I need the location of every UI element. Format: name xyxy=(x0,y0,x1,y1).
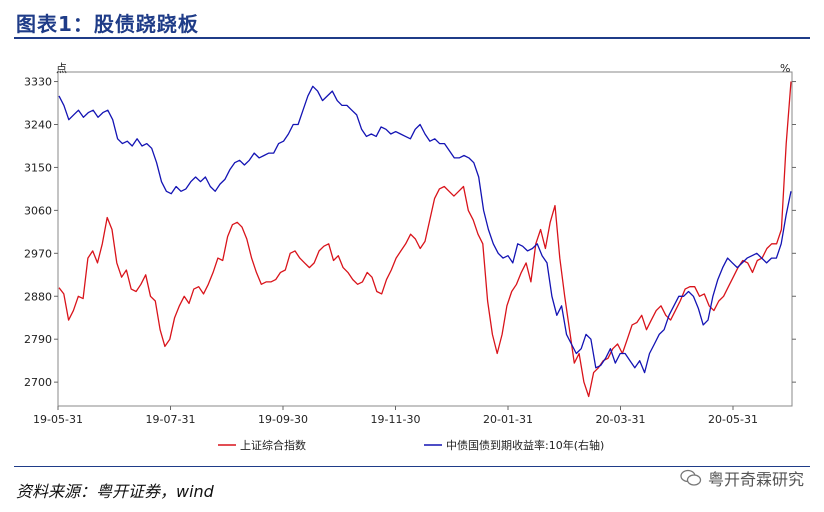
series-line-bond-yield xyxy=(58,85,792,374)
left-tick-label: 3150 xyxy=(24,161,52,174)
x-tick-label: 19-07-31 xyxy=(146,413,196,426)
x-tick-label: 19-09-30 xyxy=(258,413,308,426)
x-tick-label: 20-01-31 xyxy=(483,413,533,426)
wechat-icon xyxy=(680,469,702,486)
left-tick-label: 2880 xyxy=(24,290,52,303)
chart: 点 % 3330 3240 3150 3060 2970 2880 2790 2700 19-… xyxy=(24,62,796,452)
left-tick-label: 2700 xyxy=(24,376,52,389)
left-tick-label: 3330 xyxy=(24,76,52,89)
x-tick-label: 19-05-31 xyxy=(33,413,83,426)
x-tick-label: 20-05-31 xyxy=(708,413,758,426)
source-note: 资料来源：粤开证券，wind xyxy=(16,482,214,501)
left-tick-label: 3060 xyxy=(24,204,52,217)
series-line-shanghai-index xyxy=(58,81,792,398)
left-tick-label: 2970 xyxy=(24,247,52,260)
plot-frame xyxy=(57,71,793,407)
legend: 上证综合指数 中债国债到期收益率:10年(右轴) xyxy=(218,438,604,452)
left-axis: 3330 3240 3150 3060 2970 2880 2790 2700 xyxy=(24,76,58,389)
right-axis-unit: % xyxy=(780,62,790,75)
x-axis: 19-05-31 19-07-31 19-09-30 19-11-30 20-01-31… xyxy=(33,406,758,426)
left-tick-label: 2790 xyxy=(24,333,52,346)
right-axis xyxy=(792,81,796,383)
legend-label-bond: 中债国债到期收益率:10年(右轴) xyxy=(446,438,604,452)
source-divider xyxy=(14,466,810,467)
x-tick-label: 19-11-30 xyxy=(371,413,421,426)
title-divider xyxy=(14,37,810,39)
x-tick-label: 20-03-31 xyxy=(596,413,646,426)
left-tick-label: 3240 xyxy=(24,118,52,131)
page-title: 图表1：股债跷跷板 xyxy=(16,12,199,36)
left-axis-unit: 点 xyxy=(56,62,67,75)
watermark-text: 粤开奇霖研究 xyxy=(707,470,804,489)
series-lines xyxy=(58,81,792,398)
watermark: 粤开奇霖研究 xyxy=(680,466,804,490)
legend-label-shanghai: 上证综合指数 xyxy=(240,438,306,452)
